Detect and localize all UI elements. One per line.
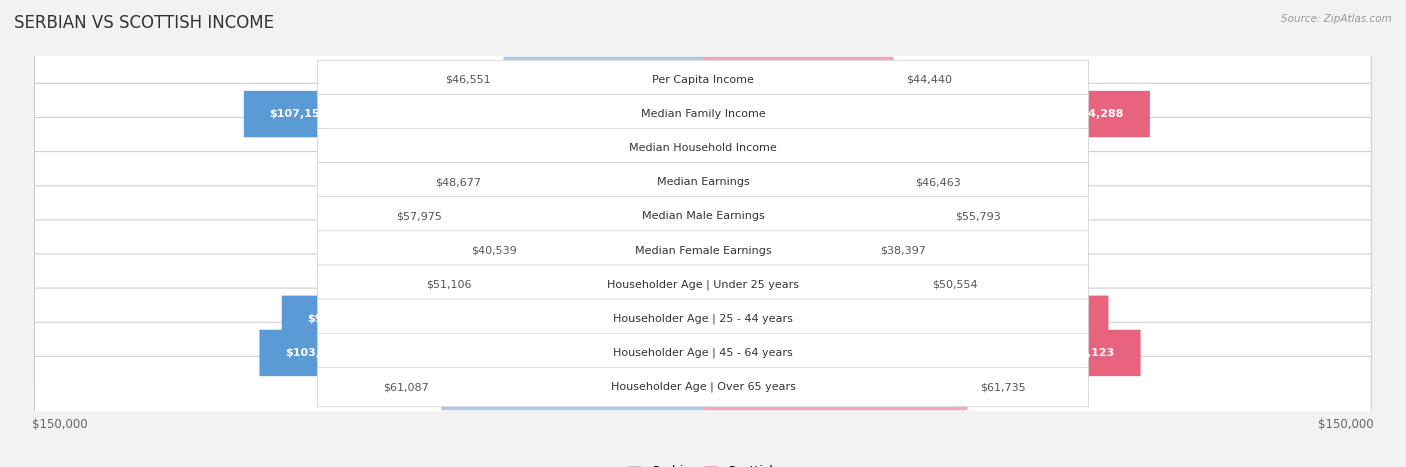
FancyBboxPatch shape xyxy=(318,333,1088,373)
Text: $38,397: $38,397 xyxy=(880,246,927,255)
Text: Median Male Earnings: Median Male Earnings xyxy=(641,212,765,221)
FancyBboxPatch shape xyxy=(260,330,703,376)
FancyBboxPatch shape xyxy=(484,262,703,308)
FancyBboxPatch shape xyxy=(35,322,1371,384)
Legend: Serbian, Scottish: Serbian, Scottish xyxy=(623,460,783,467)
Text: $44,440: $44,440 xyxy=(907,75,952,85)
FancyBboxPatch shape xyxy=(529,227,703,274)
FancyBboxPatch shape xyxy=(703,57,893,103)
FancyBboxPatch shape xyxy=(35,152,1371,213)
FancyBboxPatch shape xyxy=(35,254,1371,315)
FancyBboxPatch shape xyxy=(703,159,903,205)
FancyBboxPatch shape xyxy=(35,288,1371,349)
FancyBboxPatch shape xyxy=(318,94,1088,134)
FancyBboxPatch shape xyxy=(703,330,1140,376)
Text: Per Capita Income: Per Capita Income xyxy=(652,75,754,85)
Text: $98,320: $98,320 xyxy=(308,314,359,324)
FancyBboxPatch shape xyxy=(35,83,1371,145)
Text: $87,572: $87,572 xyxy=(353,143,404,153)
FancyBboxPatch shape xyxy=(35,118,1371,179)
Text: $40,539: $40,539 xyxy=(471,246,516,255)
Text: Median Earnings: Median Earnings xyxy=(657,177,749,187)
FancyBboxPatch shape xyxy=(35,220,1371,281)
Text: $50,554: $50,554 xyxy=(932,280,979,290)
FancyBboxPatch shape xyxy=(281,296,703,342)
Text: $55,793: $55,793 xyxy=(955,212,1001,221)
Text: Median Female Earnings: Median Female Earnings xyxy=(634,246,772,255)
Text: $107,157: $107,157 xyxy=(270,109,328,119)
Text: Householder Age | Under 25 years: Householder Age | Under 25 years xyxy=(607,279,799,290)
FancyBboxPatch shape xyxy=(318,163,1088,202)
FancyBboxPatch shape xyxy=(318,299,1088,339)
FancyBboxPatch shape xyxy=(318,60,1088,99)
FancyBboxPatch shape xyxy=(495,159,703,205)
FancyBboxPatch shape xyxy=(703,91,1150,137)
Text: $61,087: $61,087 xyxy=(382,382,429,392)
FancyBboxPatch shape xyxy=(441,364,703,410)
FancyBboxPatch shape xyxy=(703,125,1067,171)
FancyBboxPatch shape xyxy=(35,356,1371,418)
Text: Median Family Income: Median Family Income xyxy=(641,109,765,119)
Text: $46,463: $46,463 xyxy=(915,177,960,187)
FancyBboxPatch shape xyxy=(318,231,1088,270)
Text: Median Household Income: Median Household Income xyxy=(628,143,778,153)
Text: Householder Age | Over 65 years: Householder Age | Over 65 years xyxy=(610,382,796,392)
Text: Householder Age | 25 - 44 years: Householder Age | 25 - 44 years xyxy=(613,313,793,324)
Text: Householder Age | 45 - 64 years: Householder Age | 45 - 64 years xyxy=(613,348,793,358)
FancyBboxPatch shape xyxy=(35,49,1371,111)
FancyBboxPatch shape xyxy=(703,262,920,308)
Text: $51,106: $51,106 xyxy=(426,280,471,290)
FancyBboxPatch shape xyxy=(703,227,868,274)
Text: $61,735: $61,735 xyxy=(980,382,1026,392)
FancyBboxPatch shape xyxy=(318,197,1088,236)
FancyBboxPatch shape xyxy=(503,57,703,103)
Text: $94,622: $94,622 xyxy=(1032,314,1083,324)
FancyBboxPatch shape xyxy=(703,296,1108,342)
Text: $102,123: $102,123 xyxy=(1057,348,1115,358)
FancyBboxPatch shape xyxy=(703,364,967,410)
Text: $103,522: $103,522 xyxy=(285,348,343,358)
Text: Source: ZipAtlas.com: Source: ZipAtlas.com xyxy=(1281,14,1392,24)
FancyBboxPatch shape xyxy=(318,265,1088,304)
Text: $104,288: $104,288 xyxy=(1066,109,1125,119)
Text: $46,551: $46,551 xyxy=(446,75,491,85)
FancyBboxPatch shape xyxy=(35,186,1371,247)
Text: $57,975: $57,975 xyxy=(396,212,441,221)
Text: $85,101: $85,101 xyxy=(991,143,1042,153)
Text: SERBIAN VS SCOTTISH INCOME: SERBIAN VS SCOTTISH INCOME xyxy=(14,14,274,32)
FancyBboxPatch shape xyxy=(703,193,942,240)
FancyBboxPatch shape xyxy=(318,368,1088,407)
Text: $48,677: $48,677 xyxy=(436,177,482,187)
FancyBboxPatch shape xyxy=(243,91,703,137)
FancyBboxPatch shape xyxy=(454,193,703,240)
FancyBboxPatch shape xyxy=(318,128,1088,168)
FancyBboxPatch shape xyxy=(328,125,703,171)
